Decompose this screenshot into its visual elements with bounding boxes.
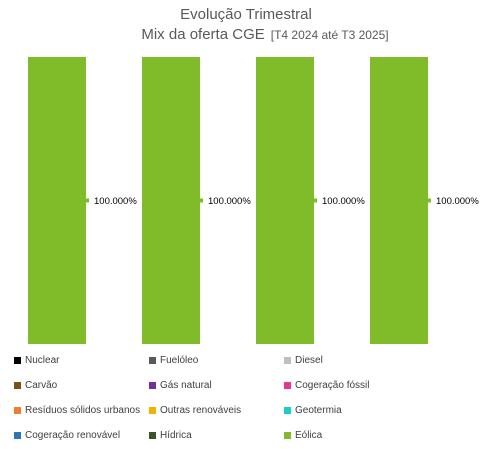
bar-segment-e-lica-2 — [142, 57, 200, 344]
legend-item-carv-o: Carvão — [14, 377, 149, 393]
data-label-marker-1 — [86, 198, 89, 203]
legend-swatch — [14, 406, 21, 414]
data-label-marker-2 — [200, 198, 203, 203]
legend-swatch — [284, 431, 291, 439]
legend-label: Cogeração fóssil — [295, 379, 370, 391]
legend-item-res-duos-s-lidos-urbanos: Resíduos sólidos urbanos — [14, 402, 149, 418]
legend-swatch — [149, 381, 156, 389]
legend-item-fuel-leo: Fuelóleo — [149, 352, 284, 368]
legend-label: Hídrica — [160, 429, 192, 441]
data-label-3: 100.000% — [322, 196, 365, 207]
legend-swatch — [14, 381, 21, 389]
legend-item-e-lica: Eólica — [284, 427, 419, 443]
chart-subtitle: Mix da oferta CGE [T4 2024 até T3 2025] — [0, 26, 492, 43]
bar-segment-e-lica-3 — [256, 57, 314, 344]
legend-label: Outras renováveis — [160, 404, 242, 416]
legend-label: Fuelóleo — [160, 354, 199, 366]
legend-item-h-drica: Hídrica — [149, 427, 284, 443]
bar-segment-e-lica-1 — [28, 57, 86, 344]
legend-swatch — [284, 356, 291, 364]
legend-label: Resíduos sólidos urbanos — [25, 404, 141, 416]
legend-swatch — [14, 356, 21, 364]
legend-label: Carvão — [25, 379, 58, 391]
legend-item-g-s-natural: Gás natural — [149, 377, 284, 393]
chart-title: Evolução Trimestral — [180, 6, 312, 23]
data-label-4: 100.000% — [436, 196, 479, 207]
data-label-marker-3 — [314, 198, 317, 203]
legend-label: Geotermia — [295, 404, 342, 416]
legend-item-nuclear: Nuclear — [14, 352, 149, 368]
legend-label: Nuclear — [25, 354, 60, 366]
data-label-1: 100.000% — [94, 196, 137, 207]
legend-item-diesel: Diesel — [284, 352, 419, 368]
chart-subtitle-text: Mix da oferta CGE — [141, 26, 265, 43]
legend-swatch — [14, 431, 21, 439]
legend-label: Cogeração renovável — [25, 429, 121, 441]
legend-swatch — [149, 431, 156, 439]
legend-item-cogera-o-renov-vel: Cogeração renovável — [14, 427, 149, 443]
legend-swatch — [149, 406, 156, 414]
legend-swatch — [284, 381, 291, 389]
legend-label: Gás natural — [160, 379, 212, 391]
legend-label: Eólica — [295, 429, 323, 441]
legend-swatch — [149, 356, 156, 364]
legend-item-outras-renov-veis: Outras renováveis — [149, 402, 284, 418]
chart-subtitle-range: [T4 2024 até T3 2025] — [270, 28, 389, 42]
legend-item-geotermia: Geotermia — [284, 402, 419, 418]
legend-label: Diesel — [295, 354, 323, 366]
legend-item-cogera-o-f-ssil: Cogeração fóssil — [284, 377, 419, 393]
chart-legend: Nuclear Fuelóleo Diesel Carvão Gás natural Co… — [14, 352, 484, 443]
legend-swatch — [284, 406, 291, 414]
data-label-marker-4 — [428, 198, 431, 203]
data-label-2: 100.000% — [208, 196, 251, 207]
bar-segment-e-lica-4 — [370, 57, 428, 344]
